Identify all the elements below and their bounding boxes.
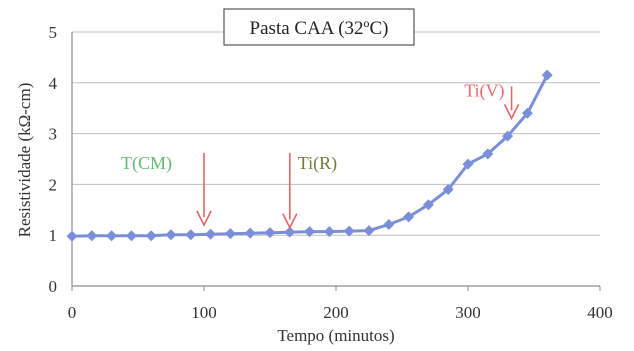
- data-point: [343, 225, 355, 237]
- data-point: [422, 199, 434, 211]
- data-point: [244, 227, 256, 239]
- arrow-head: [196, 210, 212, 227]
- title-box: Pasta CAA (32ºC): [223, 8, 415, 46]
- arrow-head: [503, 104, 520, 121]
- data-point: [363, 225, 375, 237]
- y-tick-label: 3: [49, 125, 58, 144]
- data-point: [323, 226, 335, 238]
- y-tick-label: 4: [49, 74, 58, 93]
- x-tick-labels: 0 100 200 300 400: [68, 303, 613, 322]
- data-point: [66, 230, 78, 242]
- data-point: [86, 230, 98, 242]
- y-tick-label: 0: [49, 277, 58, 296]
- data-point: [205, 228, 217, 240]
- data-point: [185, 229, 197, 241]
- x-tick-label: 300: [455, 303, 481, 322]
- annotation-label: Ti(R): [298, 153, 337, 174]
- data-point: [442, 183, 454, 195]
- y-tick-label: 1: [49, 226, 58, 245]
- y-axis-label: Resistividade (kΩ-cm): [15, 83, 34, 238]
- x-axis-label: Tempo (minutos): [277, 326, 394, 345]
- data-point: [304, 226, 316, 238]
- data-point: [106, 230, 118, 242]
- data-point: [502, 130, 514, 142]
- data-point: [284, 226, 296, 238]
- y-tick-labels: 0 1 2 3 4 5: [49, 23, 58, 296]
- data-point: [264, 227, 276, 239]
- data-point: [521, 107, 533, 119]
- y-tick-label: 5: [49, 23, 58, 42]
- data-point: [383, 219, 395, 231]
- gridlines: [72, 31, 600, 236]
- x-tick-label: 400: [587, 303, 613, 322]
- data-point: [462, 158, 474, 170]
- data-point: [145, 230, 157, 242]
- axes: [71, 32, 601, 291]
- x-tick-label: 0: [68, 303, 77, 322]
- data-point: [224, 228, 236, 240]
- data-series: [66, 69, 553, 242]
- x-tick-label: 100: [191, 303, 217, 322]
- title-frame: [223, 8, 415, 46]
- y-tick-label: 2: [49, 175, 58, 194]
- arrow-head: [282, 213, 298, 230]
- data-point: [125, 230, 137, 242]
- data-point: [403, 211, 415, 223]
- x-tick-label: 200: [323, 303, 349, 322]
- data-point: [541, 69, 553, 81]
- annotation-label: T(CM): [121, 153, 172, 174]
- chart-title: Pasta CAA (32ºC): [250, 18, 389, 39]
- data-point: [482, 148, 494, 160]
- annotations: T(CM) Ti(R) Ti(V): [121, 80, 520, 230]
- annotation-label: Ti(V): [464, 80, 504, 101]
- data-point: [165, 229, 177, 241]
